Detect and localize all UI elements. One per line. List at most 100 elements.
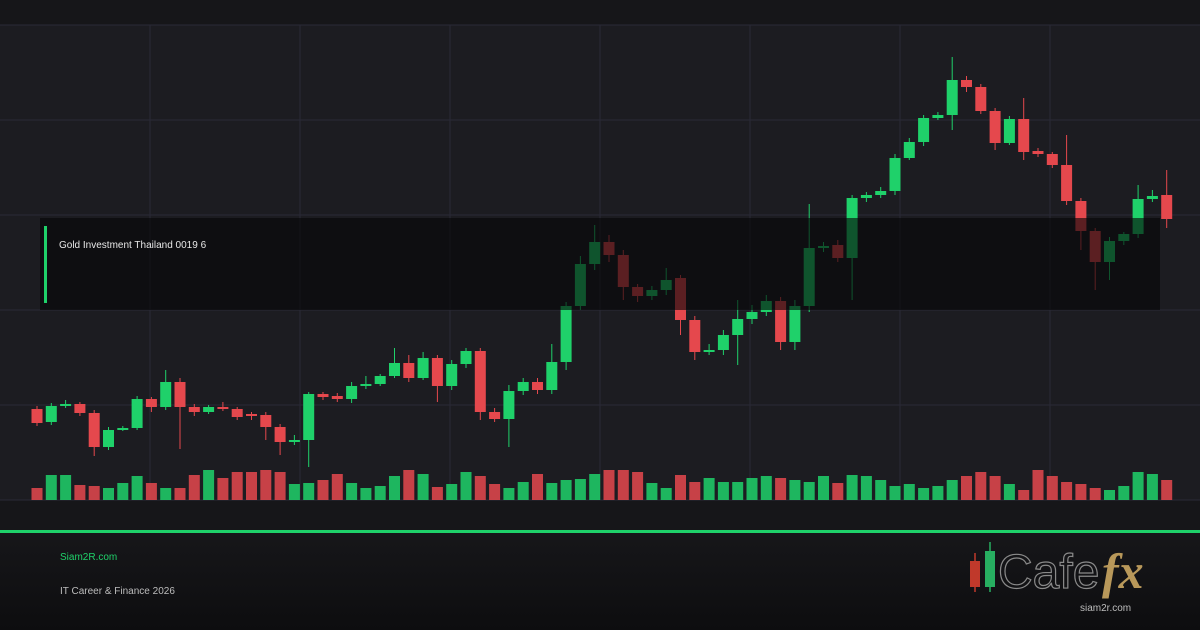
candle-body: [160, 382, 172, 407]
candle-body: [331, 396, 343, 399]
volume-bar: [660, 488, 672, 500]
volume-bar: [689, 482, 701, 500]
candle-body: [503, 391, 515, 419]
volume-bar: [532, 474, 543, 500]
candle-body: [489, 412, 501, 419]
candle-body: [1075, 201, 1087, 231]
title-accent: [44, 226, 47, 303]
candle-body: [446, 364, 458, 386]
footer: [0, 530, 1200, 630]
candle-body: [260, 415, 272, 427]
candle-body: [274, 427, 286, 442]
volume-bar: [188, 475, 200, 500]
volume-bar: [288, 484, 300, 500]
volume-bar: [431, 487, 443, 500]
volume-bar: [603, 470, 615, 500]
candle-body: [231, 409, 243, 417]
candle-body: [188, 407, 200, 412]
volume-bar: [331, 474, 343, 500]
volume-bar: [975, 472, 987, 500]
candle-body: [1132, 199, 1144, 234]
candle-body: [317, 394, 329, 397]
candle-body: [31, 409, 43, 423]
candle-body: [918, 118, 930, 142]
volume-bar: [203, 470, 215, 500]
chart-title: Gold Investment Thailand 0019 6: [59, 240, 207, 251]
candle-body: [860, 195, 872, 198]
volume-bar: [1104, 490, 1115, 500]
volume-bar: [474, 476, 486, 500]
volume-bar: [803, 482, 815, 500]
volume-bar: [1061, 482, 1073, 500]
volume-bar: [574, 479, 586, 500]
volume-bar: [760, 476, 772, 500]
volume-bar: [846, 475, 858, 500]
candle-body: [1161, 195, 1173, 219]
volume-bar: [860, 476, 872, 500]
volume-bar: [632, 472, 644, 500]
candle-body: [1046, 154, 1058, 165]
candle-body: [1146, 196, 1158, 199]
volume-bar: [117, 483, 129, 500]
candle-body: [403, 363, 415, 378]
candle-body: [360, 384, 372, 386]
volume-bar: [274, 472, 286, 500]
candle-body: [131, 399, 143, 428]
candle-body: [789, 306, 801, 342]
candle-body: [60, 404, 72, 406]
candle-body: [732, 319, 744, 335]
volume-bar: [789, 480, 801, 500]
candle-body: [88, 413, 100, 447]
volume-bar: [231, 472, 243, 500]
volume-bar: [1032, 470, 1044, 500]
volume-bar: [1075, 484, 1087, 500]
candle-body: [174, 382, 186, 407]
volume-bar: [460, 472, 472, 500]
candle-body: [946, 80, 958, 115]
candle-body: [517, 382, 529, 391]
volume-bar: [617, 470, 629, 500]
volume-bar: [489, 484, 501, 500]
volume-bar: [903, 484, 915, 500]
volume-bar: [417, 474, 429, 500]
volume-bar: [174, 488, 186, 500]
volume-bar: [1089, 488, 1101, 500]
volume-bar: [1018, 490, 1030, 500]
volume-bar: [446, 484, 458, 500]
volume-bar: [103, 488, 114, 500]
candle-body: [975, 87, 987, 111]
volume-bar: [1046, 476, 1058, 500]
title-panel: [40, 218, 1160, 310]
candle-body: [246, 414, 257, 416]
footer-site: Siam2R.com: [60, 552, 117, 563]
volume-bar: [918, 488, 930, 500]
volume-bar: [503, 488, 515, 500]
candle-body: [474, 351, 486, 412]
candle-body: [961, 80, 972, 87]
volume-bar: [746, 478, 758, 500]
volume-bar: [560, 480, 572, 500]
candle-body: [1003, 119, 1015, 143]
volume-bar: [31, 488, 43, 500]
volume-bar: [131, 476, 143, 500]
candle-body: [346, 386, 358, 399]
volume-bar: [517, 482, 529, 500]
candle-body: [932, 115, 944, 118]
candle-body: [1032, 151, 1044, 154]
candle-body: [389, 363, 400, 376]
volume-bar: [246, 472, 257, 500]
logo-url: siam2r.com: [1080, 603, 1131, 614]
volume-bar: [389, 476, 400, 500]
candle-body: [775, 301, 787, 342]
volume-bar: [160, 488, 172, 500]
logo-word: Cafe: [998, 546, 1099, 599]
logo-accent: fx: [1102, 543, 1144, 599]
candle-body: [889, 158, 901, 191]
volume-bar: [74, 485, 86, 500]
volume-bar: [1161, 480, 1173, 500]
candle-body: [417, 358, 429, 378]
volume-bar: [946, 480, 958, 500]
candle-body: [703, 350, 715, 352]
candle-body: [1061, 165, 1073, 201]
volume-bar: [589, 474, 601, 500]
